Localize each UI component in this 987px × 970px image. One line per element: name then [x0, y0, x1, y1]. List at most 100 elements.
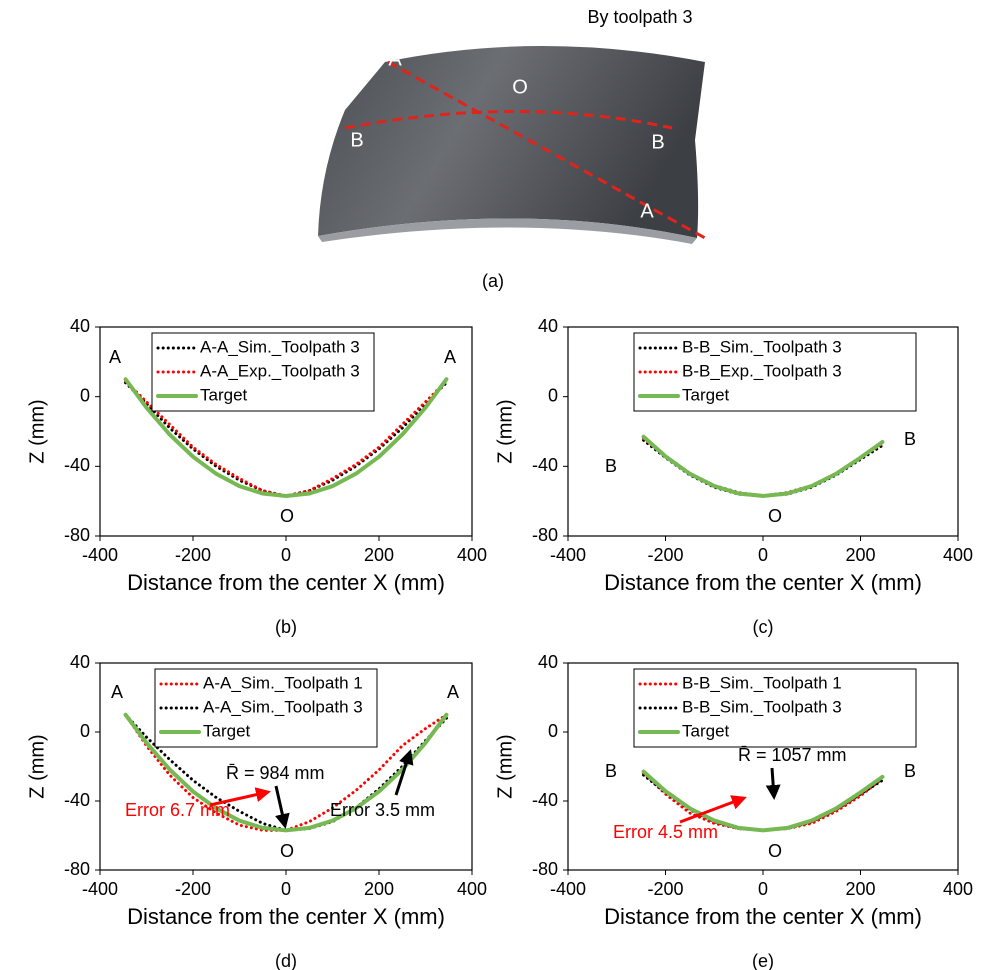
y-tick-label: 0 — [548, 385, 558, 405]
x-axis-label: Distance from the center X (mm) — [604, 904, 922, 929]
annotation-arrow — [394, 749, 414, 796]
annotation: R̄ = 984 mm — [226, 763, 325, 783]
series-line — [124, 713, 448, 832]
sheet-edge — [318, 218, 697, 244]
x-tick-label: -200 — [175, 545, 211, 565]
annotation: O — [280, 841, 294, 861]
legend-label: B-B_Sim._Toolpath 3 — [682, 697, 842, 716]
x-tick-label: -200 — [647, 545, 683, 565]
caption: (e) — [752, 951, 774, 970]
y-tick-label: -40 — [532, 790, 558, 810]
legend-label: B-B_Sim._Toolpath 3 — [682, 337, 842, 356]
annotation: Error 4.5 mm — [613, 822, 718, 842]
legend-label: B-B_Sim._Toolpath 1 — [682, 673, 842, 692]
x-tick-label: -400 — [82, 879, 118, 899]
annotation: B — [605, 456, 617, 476]
section-line-b — [344, 110, 673, 130]
annotation: A — [109, 347, 121, 367]
annotation-arrow — [765, 767, 781, 800]
annotation: B — [904, 761, 916, 781]
x-tick-label: -200 — [647, 879, 683, 899]
legend-label: A-A_Exp._Toolpath 3 — [200, 361, 360, 380]
section-label: O — [512, 76, 528, 98]
y-tick-label: 40 — [538, 652, 558, 672]
x-tick-label: -400 — [550, 879, 586, 899]
x-tick-label: 400 — [943, 545, 973, 565]
section-label: A — [640, 200, 654, 222]
x-tick-label: -400 — [550, 545, 586, 565]
caption: (b) — [275, 617, 297, 637]
photo: By toolpath 3 A O B B A (a) — [318, 7, 706, 291]
x-tick-label: 200 — [364, 545, 394, 565]
y-tick-label: -40 — [532, 455, 558, 475]
legend-label: Target — [682, 385, 730, 404]
annotation: O — [768, 841, 782, 861]
section-label: A — [388, 48, 402, 70]
y-tick-label: 40 — [70, 652, 90, 672]
legend-label: B-B_Exp._Toolpath 3 — [682, 361, 842, 380]
annotation-arrow — [274, 785, 290, 829]
y-tick-label: -80 — [64, 859, 90, 879]
x-tick-label: -200 — [175, 879, 211, 899]
y-axis-label: Z (mm) — [26, 399, 48, 463]
series-line — [124, 379, 448, 498]
x-axis-label: Distance from the center X (mm) — [127, 570, 445, 595]
y-tick-label: -80 — [64, 525, 90, 545]
annotation: Error 3.5 mm — [330, 800, 435, 820]
series-line — [641, 434, 885, 498]
x-tick-label: 0 — [758, 545, 768, 565]
x-tick-label: -400 — [82, 545, 118, 565]
y-tick-label: 40 — [538, 316, 558, 336]
legend-label: Target — [200, 385, 248, 404]
x-tick-label: 400 — [457, 879, 487, 899]
x-tick-label: 200 — [364, 879, 394, 899]
annotation: A — [447, 682, 459, 702]
annotation-arrow — [679, 795, 747, 824]
annotation: Error 6.7 mm — [125, 800, 230, 820]
series-line — [641, 769, 885, 833]
legend-label: A-A_Sim._Toolpath 3 — [200, 337, 360, 356]
annotation: A — [111, 682, 123, 702]
section-label: B — [651, 131, 664, 153]
y-tick-label: 0 — [80, 385, 90, 405]
photo-title: By toolpath 3 — [587, 7, 692, 27]
x-tick-label: 0 — [281, 879, 291, 899]
x-tick-label: 0 — [281, 545, 291, 565]
sheet-part — [318, 46, 705, 238]
annotation: R̄ = 1057 mm — [738, 745, 847, 765]
y-tick-label: -80 — [532, 859, 558, 879]
x-axis-label: Distance from the center X (mm) — [127, 904, 445, 929]
legend-label: Target — [203, 721, 251, 740]
x-tick-label: 200 — [845, 545, 875, 565]
legend-label: A-A_Sim._Toolpath 1 — [203, 673, 363, 692]
legend-box — [633, 332, 917, 412]
y-axis-label: Z (mm) — [494, 734, 516, 798]
x-tick-label: 400 — [457, 545, 487, 565]
y-tick-label: 40 — [70, 316, 90, 336]
y-tick-label: -80 — [532, 525, 558, 545]
series-line — [123, 712, 449, 833]
legend-label: A-A_Sim._Toolpath 3 — [203, 697, 363, 716]
x-axis-label: Distance from the center X (mm) — [604, 570, 922, 595]
caption: (d) — [275, 951, 297, 970]
section-line-a — [387, 60, 706, 240]
legend-box — [633, 668, 917, 748]
y-axis-label: Z (mm) — [494, 399, 516, 463]
annotation: B — [605, 761, 617, 781]
x-tick-label: 200 — [845, 879, 875, 899]
x-tick-label: 400 — [943, 879, 973, 899]
caption: (c) — [753, 617, 774, 637]
section-label: B — [350, 129, 363, 151]
annotation: B — [904, 429, 916, 449]
annotation: O — [280, 506, 294, 526]
caption: (a) — [482, 271, 504, 291]
series-line — [123, 377, 449, 498]
y-tick-label: -40 — [64, 455, 90, 475]
annotation-arrow — [209, 787, 271, 807]
